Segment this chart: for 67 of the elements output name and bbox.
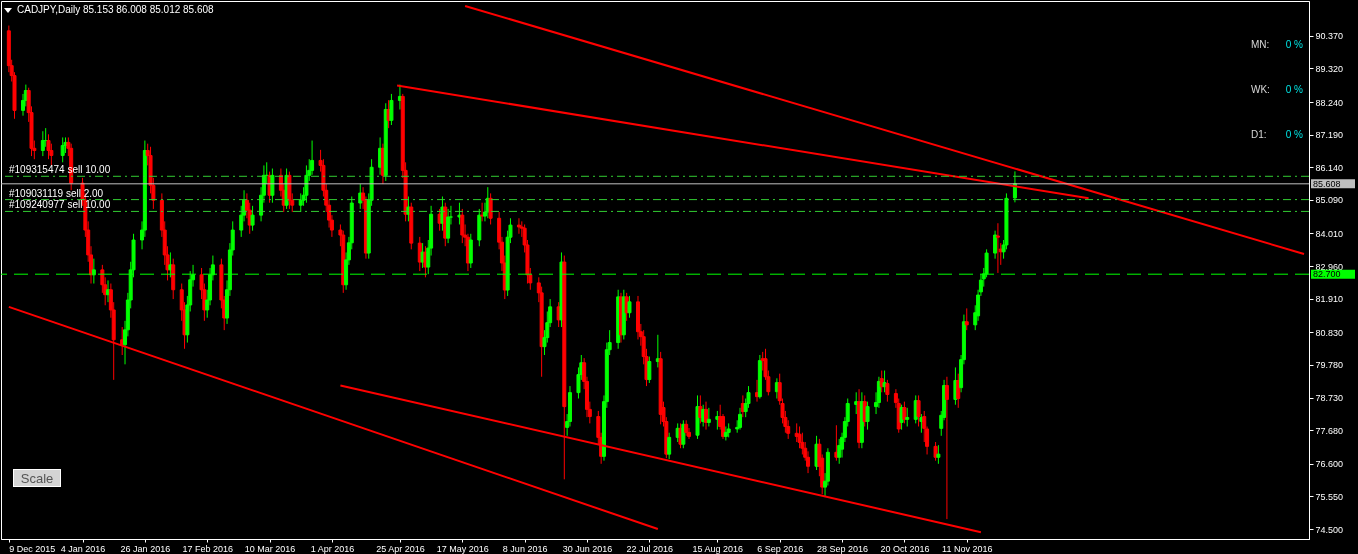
scale-button: Scale	[13, 469, 61, 487]
candlestick	[905, 407, 910, 427]
candlestick	[956, 373, 961, 409]
candlestick	[738, 407, 743, 431]
candlestick	[270, 168, 275, 204]
x-tick-label: 20 Oct 2016	[880, 543, 930, 554]
ref-line-label: 85.608	[1313, 178, 1341, 189]
candlestick	[516, 217, 521, 235]
x-tick-label: 1 Apr 2016	[310, 543, 355, 554]
candlestick	[389, 93, 394, 126]
candlestick	[457, 202, 462, 225]
x-tick-label: 6 Sep 2016	[757, 543, 804, 554]
candlestick	[902, 401, 907, 424]
x-tick-label: 17 May 2016	[436, 543, 489, 554]
y-tick-label: 85.090	[1315, 195, 1344, 206]
y-tick-label: 89.320	[1315, 63, 1344, 74]
y-tick-label: 75.550	[1315, 491, 1344, 502]
candlestick	[250, 205, 255, 232]
x-tick-label: 11 Nov 2016	[942, 543, 993, 554]
annotation: D1:	[1251, 129, 1267, 140]
ref-line-label: #109031119 sell 2.00	[9, 187, 104, 199]
candlestick	[446, 208, 451, 244]
y-tick-label: 86.140	[1315, 162, 1344, 173]
candlestick	[488, 192, 493, 225]
annotation: 0 %	[1285, 84, 1304, 95]
x-tick-label: 15 Aug 2016	[692, 543, 744, 554]
y-tick-label: 77.680	[1315, 425, 1344, 436]
x-tick-label: 10 Mar 2016	[244, 543, 296, 554]
x-tick-label: 22 Jul 2016	[626, 543, 674, 554]
y-tick-label: 78.730	[1315, 393, 1344, 404]
x-tick-label: 4 Jan 2016	[60, 543, 106, 554]
x-tick-label: 30 Jun 2016	[562, 543, 613, 554]
candlestick	[936, 444, 941, 465]
candlestick	[933, 441, 938, 462]
x-tick-label: 9 Dec 2015	[9, 543, 56, 554]
annotation: 0 %	[1285, 39, 1304, 50]
candlestick	[885, 379, 890, 403]
y-tick-label: 74.500	[1315, 524, 1344, 535]
ref-line-label: 82.700	[1313, 269, 1341, 280]
y-tick-label: 82.960	[1315, 261, 1344, 272]
x-tick-label: 25 Apr 2016	[376, 543, 425, 554]
y-tick-label: 84.010	[1315, 228, 1344, 239]
y-tick-label: 76.600	[1315, 459, 1344, 470]
annotation: MN:	[1251, 39, 1270, 50]
annotation: 0 %	[1285, 129, 1304, 140]
candlestick	[865, 401, 870, 431]
candlestick	[40, 130, 45, 157]
y-tick-label: 79.780	[1315, 360, 1344, 371]
y-tick-label: 88.240	[1315, 97, 1344, 108]
candlestick	[667, 432, 672, 460]
x-tick-label: 26 Jan 2016	[120, 543, 171, 554]
x-tick-label: 28 Sep 2016	[817, 543, 869, 554]
candlestick	[964, 307, 969, 331]
candlestick	[704, 401, 709, 431]
x-tick-label: 8 Jun 2016	[502, 543, 548, 554]
y-tick-label: 87.190	[1315, 130, 1344, 141]
chart-title: CADJPY,Daily 85.153 86.008 85.012 85.608	[17, 4, 215, 15]
candlestick	[460, 208, 465, 244]
x-tick-label: 17 Feb 2016	[182, 543, 233, 554]
candlestick	[627, 295, 632, 319]
candlestick	[647, 356, 652, 384]
y-tick-label: 81.910	[1315, 294, 1344, 305]
annotation: WK:	[1251, 84, 1270, 95]
y-tick-label: 80.830	[1315, 327, 1344, 338]
candlestick	[723, 425, 728, 441]
candlestick	[468, 233, 473, 269]
y-tick-label: 90.370	[1315, 31, 1344, 42]
